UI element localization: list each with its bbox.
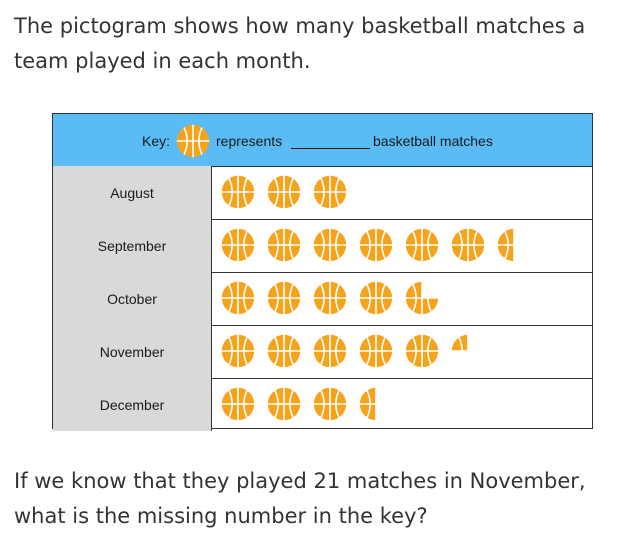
month-label: August — [53, 166, 212, 219]
basketball-icon — [313, 281, 347, 315]
basketball-icon — [221, 334, 255, 368]
basketball-icon — [267, 387, 301, 421]
icons-cell — [212, 272, 592, 325]
basketball-icon — [359, 334, 393, 368]
icons-cell — [212, 378, 592, 431]
table-row: December — [53, 378, 592, 431]
key-suffix-text: basketball matches — [373, 133, 493, 149]
table-row: October — [53, 272, 592, 326]
basketball-icon — [405, 334, 439, 368]
icons-cell — [212, 219, 592, 272]
key-represents-text: represents — [216, 133, 283, 149]
basketball-icon — [176, 124, 210, 158]
key-row: Key: represents basketball matches — [53, 114, 592, 167]
question-intro: The pictogram shows how many basketball … — [14, 14, 586, 73]
month-label: December — [53, 378, 212, 431]
basketball-icon — [313, 334, 347, 368]
pictogram-table: Key: represents basketball matches Augus… — [52, 113, 593, 431]
basketball-icon — [359, 281, 393, 315]
partial-basketball-icon — [451, 334, 468, 351]
basketball-icon — [313, 387, 347, 421]
basketball-icon — [221, 228, 255, 262]
month-label: November — [53, 325, 212, 378]
basketball-icon — [313, 228, 347, 262]
table-row: November — [53, 325, 592, 379]
month-label: October — [53, 272, 212, 325]
basketball-icon — [267, 281, 301, 315]
table-row: September — [53, 219, 592, 273]
basketball-icon — [405, 228, 439, 262]
basketball-icon — [221, 175, 255, 209]
basketball-icon — [267, 228, 301, 262]
question-outro: If we know that they played 21 matches i… — [14, 469, 586, 528]
partial-basketball-icon — [497, 228, 514, 262]
basketball-icon — [267, 175, 301, 209]
basketball-icon — [313, 175, 347, 209]
table-row: August — [53, 166, 592, 220]
partial-basketball-icon — [359, 387, 376, 421]
key-label: Key: — [142, 133, 171, 149]
key-blank-line — [291, 148, 370, 149]
basketball-icon — [267, 334, 301, 368]
basketball-icon — [451, 228, 485, 262]
icons-cell — [212, 166, 592, 219]
month-label: September — [53, 219, 212, 272]
basketball-icon — [221, 281, 255, 315]
icons-cell — [212, 325, 592, 378]
basketball-icon — [221, 387, 255, 421]
partial-basketball-icon — [405, 281, 439, 315]
basketball-icon — [359, 228, 393, 262]
